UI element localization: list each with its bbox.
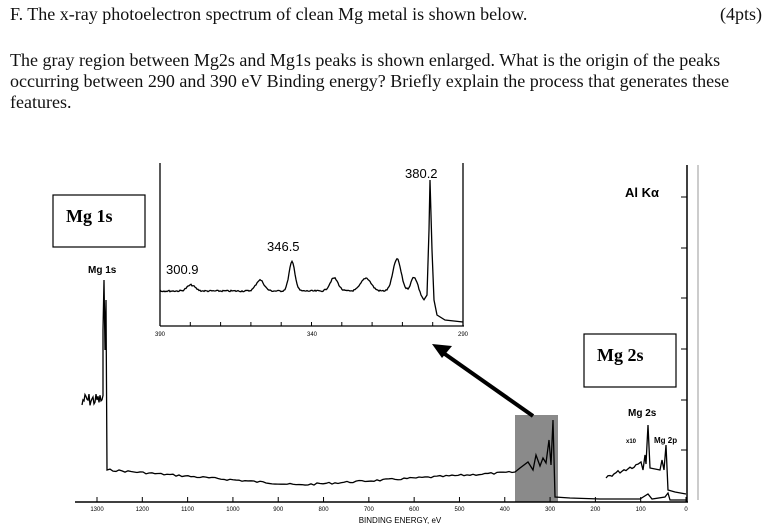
inset-spectrum-line: [159, 179, 464, 323]
question-points: (4pts): [720, 4, 762, 24]
x-tick-label: 1100: [181, 507, 195, 513]
inset-tick-390: 390: [155, 332, 166, 338]
x10-label: x10: [626, 439, 637, 445]
mg2s-peak-label: Mg 2s: [628, 408, 657, 419]
x-tick-label: 300: [545, 507, 556, 513]
mg1s-peak-label: Mg 1s: [88, 265, 117, 276]
question-body: The gray region between Mg2s and Mg1s pe…: [10, 50, 730, 112]
mg1s-box: [52, 194, 146, 248]
mg2s-box-label: Mg 2s: [597, 345, 644, 365]
x-tick-label: 1200: [136, 507, 150, 513]
x-tick-label: 1300: [90, 507, 104, 513]
x-tick-label: 600: [409, 507, 420, 513]
x-tick-label: 200: [590, 507, 601, 513]
right-axis-ticks: [681, 196, 687, 451]
inset-ticks: [159, 322, 464, 326]
x-tick-label: 500: [454, 507, 465, 513]
inset-tick-290: 290: [458, 332, 469, 338]
arrow-line: [440, 350, 535, 418]
x-tick-label: 800: [319, 507, 330, 513]
x-tick-label: 0: [684, 507, 688, 513]
mg2s-box: [583, 333, 677, 388]
x-axis-title: BINDING ENERGY, eV: [359, 516, 442, 525]
x-tick-label: 700: [364, 507, 375, 513]
main-x-ticks: 1300 1200 1100 1000 900 800 700 600 500 400 300 200…: [90, 497, 688, 513]
x-tick-label: 900: [273, 507, 284, 513]
al-ka-label: Al Kα: [625, 185, 659, 200]
inset-label-346-5: 346.5: [267, 239, 300, 254]
question-heading: F. The x-ray photoelectron spectrum of c…: [10, 4, 528, 24]
arrow-head-icon: [432, 344, 452, 358]
main-spectrum-line: [81, 279, 686, 501]
mg1s-box-label: Mg 1s: [66, 206, 113, 226]
inset-tick-340: 340: [307, 332, 318, 338]
x-tick-label: 1000: [226, 507, 240, 513]
inset-label-380-2: 380.2: [405, 166, 438, 181]
inset-label-300-9: 300.9: [166, 262, 199, 277]
x-tick-label: 100: [636, 507, 647, 513]
mg2p-peak-label: Mg 2p: [654, 436, 677, 445]
x-tick-label: 400: [500, 507, 511, 513]
x10-spectrum-line: [605, 424, 687, 495]
